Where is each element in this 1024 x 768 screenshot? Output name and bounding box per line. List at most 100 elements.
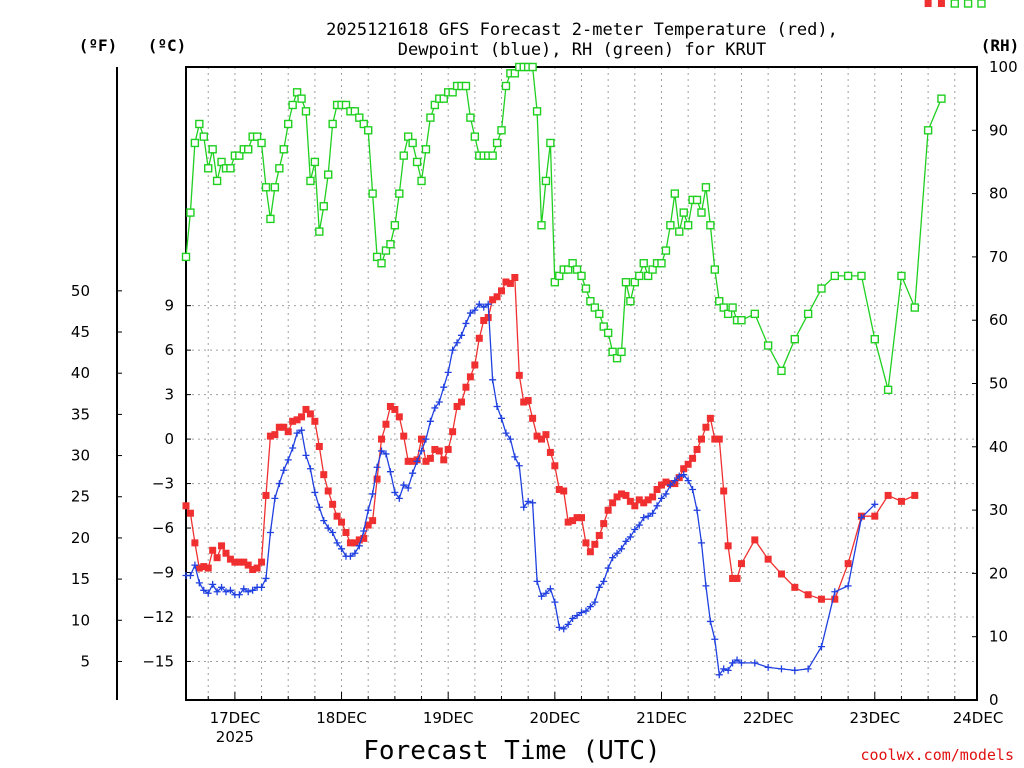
temperature-point: [706, 414, 714, 422]
rh-point: [643, 271, 653, 281]
rh-point: [297, 94, 306, 103]
dewpoint-point: [266, 528, 274, 536]
temperature-point: [333, 512, 341, 520]
temperature-point: [604, 506, 612, 514]
dewpoint-point: [684, 477, 692, 485]
axis-ticks: 5101520253035404550−15−12−9−6−3036901020…: [71, 58, 1018, 746]
rh-point: [670, 189, 680, 198]
temperature-point: [209, 546, 217, 554]
chart-title-line1: 2025121618 GFS Forecast 2-meter Temperat…: [326, 20, 838, 40]
rh-point: [555, 271, 564, 281]
temperature-point: [649, 493, 657, 501]
rh-point: [550, 278, 560, 287]
rh-point: [372, 252, 382, 262]
rh-point: [390, 221, 400, 230]
temperature-point: [729, 574, 737, 582]
dewpoint-point: [831, 588, 839, 596]
rh-point: [363, 126, 373, 135]
rh-point: [212, 176, 222, 186]
temperature-point: [515, 371, 523, 379]
dewpoint-point: [329, 528, 337, 536]
dewpoint-point: [706, 617, 714, 625]
dewpoint-point: [378, 447, 386, 455]
temperature-point: [298, 413, 306, 421]
dewpoint-point: [298, 426, 306, 434]
dewpoint-point: [315, 503, 323, 511]
rh-point: [683, 221, 693, 230]
dewpoint-point: [702, 582, 710, 590]
dewpoint-point: [191, 561, 199, 569]
rh-point: [310, 157, 320, 167]
dewpoint-point: [186, 571, 194, 579]
dewpoint-point: [453, 339, 461, 347]
rh-point: [572, 265, 582, 274]
temperature-point: [440, 456, 448, 464]
temperature-point: [613, 493, 621, 501]
temperature-point: [538, 435, 546, 443]
temperature-point: [244, 561, 252, 569]
dewpoint-point: [413, 457, 421, 465]
rh-point: [439, 94, 448, 103]
f-tick-label: 15: [71, 570, 90, 588]
plot-frame: [185, 66, 978, 701]
dewpoint-point: [422, 435, 430, 443]
temperature-point: [640, 499, 648, 507]
rh-tick-label: 10: [989, 628, 1008, 646]
dewpoint-point: [204, 589, 212, 597]
temperature-point: [258, 558, 266, 566]
temperature-point: [386, 402, 394, 410]
temperature-point: [182, 502, 190, 510]
temperature-point: [266, 432, 274, 440]
temperature-point: [506, 279, 514, 287]
rh-point: [581, 284, 591, 293]
temperature-point: [626, 497, 634, 505]
dewpoint-point: [275, 480, 283, 488]
temperature-point: [724, 542, 732, 550]
dewpoint-point: [333, 539, 341, 547]
temperature-point: [320, 471, 328, 479]
rh-point: [630, 278, 640, 287]
temperature-point: [453, 402, 461, 410]
x-tick-label: 19DEC: [423, 709, 474, 727]
dewpoint-point: [475, 300, 483, 308]
dewpoint-point: [546, 585, 554, 593]
dewpoint-point: [600, 577, 608, 585]
rh-point: [412, 157, 422, 167]
dewpoint-point: [529, 499, 537, 507]
dewpoint-point: [484, 300, 492, 308]
temperature-point: [600, 520, 608, 528]
temperature-point: [586, 548, 594, 556]
dewpoint-point: [657, 494, 665, 502]
rh-point: [190, 138, 200, 148]
rh-tick-label: 70: [989, 248, 1008, 266]
rh-point: [341, 100, 351, 110]
temperature-point: [218, 542, 226, 550]
temperature-point: [711, 435, 719, 443]
temperature-point: [204, 564, 212, 572]
temperature-point: [186, 509, 194, 517]
temperature-point: [329, 500, 337, 508]
temperature-point: [733, 574, 741, 582]
dewpoint-point: [391, 488, 399, 496]
temperature-point: [693, 445, 701, 453]
rh-point: [728, 303, 737, 312]
rh-point: [937, 94, 946, 103]
fahrenheit-unit-label: (ºF): [79, 36, 118, 55]
rh-point: [563, 265, 573, 274]
rh-point: [355, 113, 364, 122]
f-tick-label: 50: [71, 282, 90, 300]
dewpoint-point: [262, 574, 270, 582]
rh-point: [328, 119, 337, 129]
rh-point: [763, 341, 773, 350]
rh-point: [195, 119, 204, 129]
temperature-point: [369, 517, 377, 525]
rh-point: [395, 189, 404, 198]
temperature-point: [293, 416, 301, 424]
x-tick-sublabel: 2025: [216, 728, 254, 746]
x-tick-label: 17DEC: [210, 709, 261, 727]
dewpoint-point: [364, 506, 372, 514]
x-tick-label: 18DEC: [316, 709, 367, 727]
temperature-point: [791, 583, 799, 591]
rh-point: [466, 113, 475, 122]
temperature-point: [449, 428, 457, 436]
